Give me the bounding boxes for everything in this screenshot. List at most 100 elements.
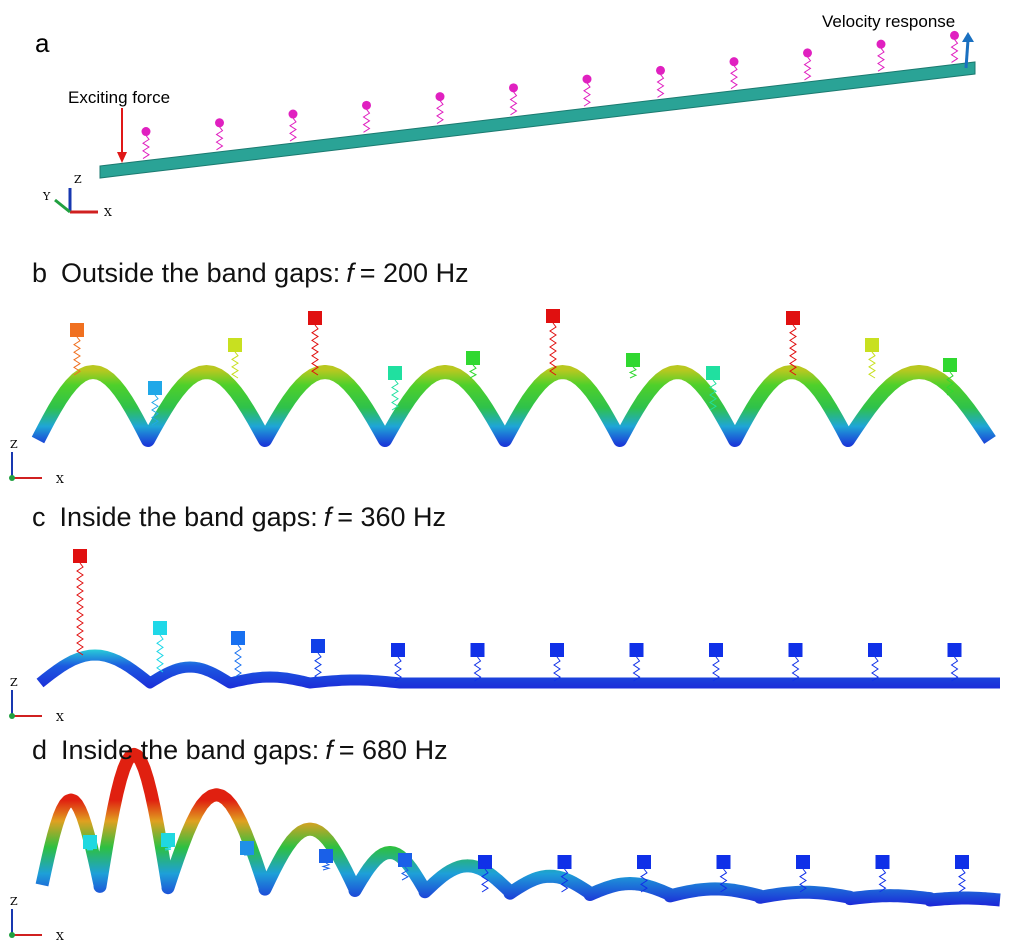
resonator-mass (319, 849, 333, 863)
resonator-mass (466, 351, 480, 365)
spring (475, 657, 481, 681)
spring (880, 869, 886, 892)
resonator-mass (630, 643, 644, 657)
axis-label: X (104, 206, 112, 219)
resonator-mass (471, 643, 485, 657)
spring (878, 48, 884, 71)
symbol: f (324, 502, 332, 532)
resonator-mass (730, 57, 739, 66)
resonator-mass (789, 643, 803, 657)
caption-text: = 360 Hz (337, 502, 446, 532)
spring (77, 563, 83, 655)
caption: c Inside the band gaps:f= 360 Hz (32, 502, 446, 533)
spring (290, 118, 296, 141)
axis-label: Z (74, 173, 82, 186)
resonator-mass (70, 323, 84, 337)
response-arrow (966, 40, 968, 68)
resonator-mass (240, 841, 254, 855)
resonator-mass (83, 835, 97, 849)
force-label: Exciting force (68, 88, 170, 107)
resonator-mass (391, 643, 405, 657)
panel-label: b (32, 258, 47, 288)
resonator-mass (311, 639, 325, 653)
axis-origin (9, 713, 15, 719)
resonator-mass (950, 31, 959, 40)
spring (437, 101, 443, 124)
resonator-mass (362, 101, 371, 110)
resonator-mass (868, 643, 882, 657)
spring (952, 657, 958, 681)
axis-label: X (56, 711, 64, 724)
figure: a Exciting force Velocity response Z Y X… (0, 0, 1015, 945)
resonator-mass (478, 855, 492, 869)
axis-label: Z (10, 895, 18, 908)
spring (872, 657, 878, 681)
spring (470, 365, 476, 378)
symbol: f (346, 258, 354, 288)
panel-label: d (32, 735, 47, 765)
figure-drawing: a Exciting force Velocity response Z Y X… (0, 0, 1015, 945)
panel-label: c (32, 502, 46, 532)
spring (217, 127, 223, 150)
spring (793, 657, 799, 681)
resonator-mass (637, 855, 651, 869)
resonator-mass (656, 66, 665, 75)
force-arrowhead (117, 152, 127, 163)
spring (634, 657, 640, 681)
spring (143, 136, 149, 159)
resonator-mass (153, 621, 167, 635)
caption: d Inside the band gaps:f= 680 Hz (32, 735, 448, 766)
spring (235, 645, 241, 677)
resonator-mass (865, 338, 879, 352)
beam (40, 655, 1000, 683)
spring (805, 57, 811, 80)
axis-origin (9, 932, 15, 938)
beam (42, 754, 1000, 900)
resonator-mass (955, 855, 969, 869)
resonator-mass (289, 110, 298, 119)
caption-text: Outside the band gaps: (61, 258, 340, 288)
axis-label: Y (42, 190, 51, 203)
resonator-mass (876, 855, 890, 869)
spring (869, 352, 875, 378)
spring (511, 92, 517, 115)
axis-label: X (56, 473, 64, 486)
spring (952, 39, 958, 62)
beam (100, 62, 975, 178)
axis-label: X (56, 930, 64, 943)
caption-text: Inside the band gaps: (61, 735, 319, 765)
resonator-mass (943, 358, 957, 372)
spring (584, 83, 590, 106)
panel-label: a (35, 28, 50, 58)
resonator-mass (73, 549, 87, 563)
resonator-mass (231, 631, 245, 645)
spring (713, 657, 719, 681)
axis-triad: Z Y X (42, 173, 112, 219)
axis-label: Z (10, 676, 18, 689)
spring (364, 109, 370, 132)
symbol: f (325, 735, 333, 765)
spring (630, 367, 636, 378)
resonator-mass (308, 311, 322, 325)
resonator-mass (215, 118, 224, 127)
resonator-mass (436, 92, 445, 101)
beam (38, 372, 990, 440)
caption-text: Inside the band gaps: (60, 502, 318, 532)
resonator-mass (550, 643, 564, 657)
resonator-mass (583, 75, 592, 84)
resonator-mass (142, 127, 151, 136)
resonator-mass (626, 353, 640, 367)
resonator-mass (148, 381, 162, 395)
resonator-mass (161, 833, 175, 847)
spring (157, 635, 163, 672)
resonator-mass (509, 83, 518, 92)
resonator-mass (796, 855, 810, 869)
caption-text: = 680 Hz (339, 735, 448, 765)
resonator-mass (717, 855, 731, 869)
axis-origin (9, 475, 15, 481)
resonator-mass (546, 309, 560, 323)
resonator-mass (228, 338, 242, 352)
resonator-mass (388, 366, 402, 380)
spring (87, 849, 93, 850)
